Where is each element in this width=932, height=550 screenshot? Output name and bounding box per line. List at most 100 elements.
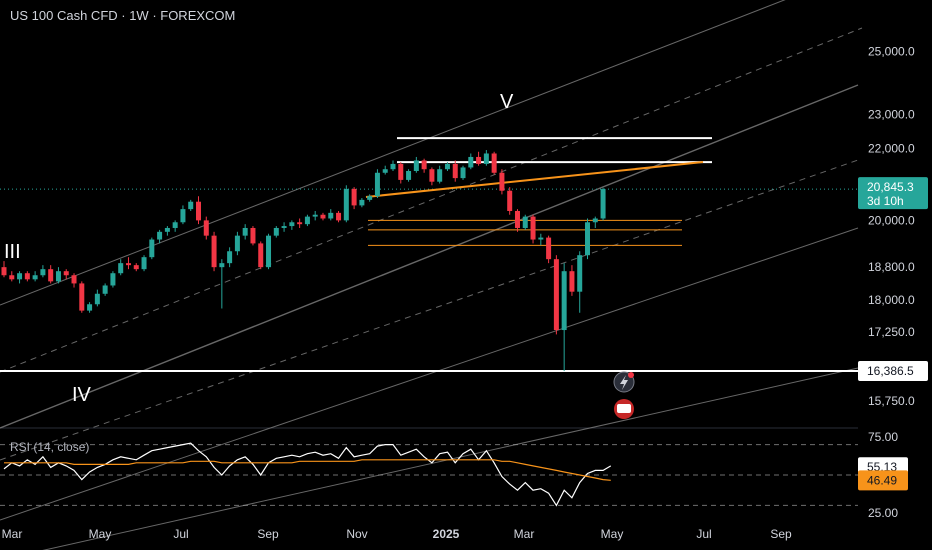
symbol-title: US 100 Cash CFD · 1W · FOREXCOM [10,8,236,23]
rsi-axis-tick: 75.00 [868,430,898,444]
candle-body [125,263,131,266]
candle-body [118,263,124,274]
lightning-icon [620,375,628,390]
candle-body [483,153,489,164]
channel-line [0,0,786,306]
candle-body [343,188,349,221]
time-axis-tick: May [89,527,112,541]
candle-body [266,235,272,268]
candle-body [320,214,326,219]
channel-line [0,84,859,429]
candle-body [561,271,567,331]
candle-body [211,235,217,268]
candle-body [24,273,30,280]
candle-body [9,275,15,280]
candle-body [429,169,435,182]
candle-body [452,163,458,179]
candle-body [577,255,583,292]
candle-body [289,222,295,227]
price-axis-tick: 23,000.0 [868,108,915,122]
candle-body [522,216,528,228]
candle-body [592,218,598,223]
candle-body [55,271,61,282]
wave-label: IV [72,384,92,406]
countdown-label: 3d 10h [867,194,904,208]
rsi-ma-value-label: 46.49 [867,473,897,487]
candle-body [273,227,279,236]
candle-body [546,237,552,260]
orange-trendline [365,161,704,198]
candle-body [141,257,147,270]
candle-body [133,265,139,270]
candle-body [444,163,450,170]
candle-body [585,222,590,256]
candle-body [164,227,170,232]
support-price-tag [858,361,928,382]
rsi-series-line [3,442,612,507]
channel-line [0,227,859,521]
price-axis-tick: 18,800.0 [868,260,915,274]
rsi-axis-tick: 25.00 [868,506,898,520]
candle-body [102,285,108,294]
candle-body [172,222,178,228]
candle-body [258,243,264,268]
flag-stripe-icon [617,404,631,413]
candle-body [219,263,225,268]
price-axis-tick: 15,750.0 [868,394,915,408]
time-axis-tick: Sep [257,527,279,541]
time-axis-tick: Sep [770,527,792,541]
candle-body [250,227,256,244]
candle-body [507,190,513,211]
candle-body [367,196,373,200]
candle-body [491,153,497,173]
candle-body [328,212,334,219]
candle-body [359,199,365,206]
time-axis-tick: Jul [173,527,188,541]
candle-body [406,170,412,180]
candle-body [188,201,194,210]
candle-body [48,269,54,282]
price-axis-tick: 25,000.0 [868,45,915,59]
candle-body [110,273,116,286]
price-axis-tick: 22,000.0 [868,141,915,155]
candle-body [460,167,466,179]
candle-body [390,163,396,170]
candle-body [234,235,240,252]
candle-body [196,201,201,221]
price-axis-tick: 20,000.0 [868,213,915,227]
candle-body [499,172,505,191]
candle-body [530,216,536,240]
rsi-ma-value-tag [858,470,908,491]
candle-body [242,227,248,236]
candle-body [553,259,559,331]
current-price-label: 20,845.3 [867,180,914,194]
candle-body [32,275,38,280]
candle-body [87,304,93,311]
channel-line [0,159,859,461]
candle-body [600,189,606,219]
candle-body [374,172,380,197]
support-price-label: 16,386.5 [867,364,914,378]
candle-body [281,226,287,228]
channel-line [0,27,863,373]
rsi-ma-line [4,459,611,481]
time-axis-tick: 2025 [433,527,460,541]
current-price-tag [858,177,928,210]
candle-body [227,251,233,264]
time-axis-tick: Mar [2,527,23,541]
time-axis-tick: Nov [346,527,367,541]
candle-body [180,209,186,223]
candle-body [312,214,318,217]
wave-label: V [500,91,514,113]
price-axis-tick: 17,250.0 [868,325,915,339]
wave-label: III [4,241,21,263]
candle-body [40,269,46,276]
candle-body [382,169,388,173]
candle-body [79,283,85,311]
candle-body [1,267,7,276]
candle-body [437,169,443,182]
candle-body [157,231,163,240]
channel-line [42,367,859,550]
candle-body [71,275,77,284]
